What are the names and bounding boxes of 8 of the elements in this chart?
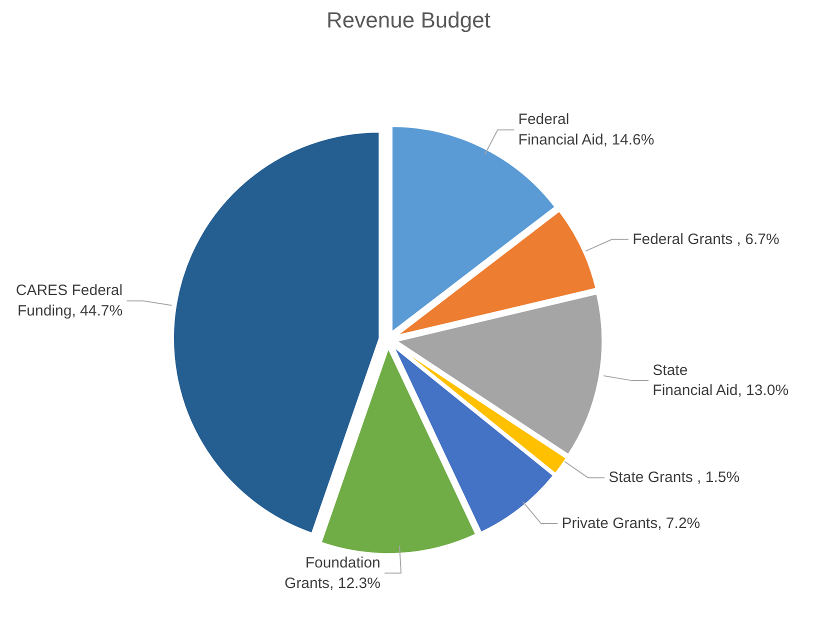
slice-label: Federal Grants , 6.7% bbox=[632, 230, 780, 248]
slice-label: CARES Federal Funding, 44.7% bbox=[16, 282, 123, 320]
slice-label: State Grants , 1.5% bbox=[608, 469, 740, 486]
slice-label: Private Grants, 7.2% bbox=[562, 515, 700, 532]
chart-title: Revenue Budget bbox=[326, 8, 490, 32]
slice-label: Foundation Grants, 12.3% bbox=[284, 554, 380, 592]
slice-label: State Financial Aid, 13.0% bbox=[652, 362, 789, 400]
slice-label: Federal Financial Aid, 14.6% bbox=[518, 111, 654, 149]
